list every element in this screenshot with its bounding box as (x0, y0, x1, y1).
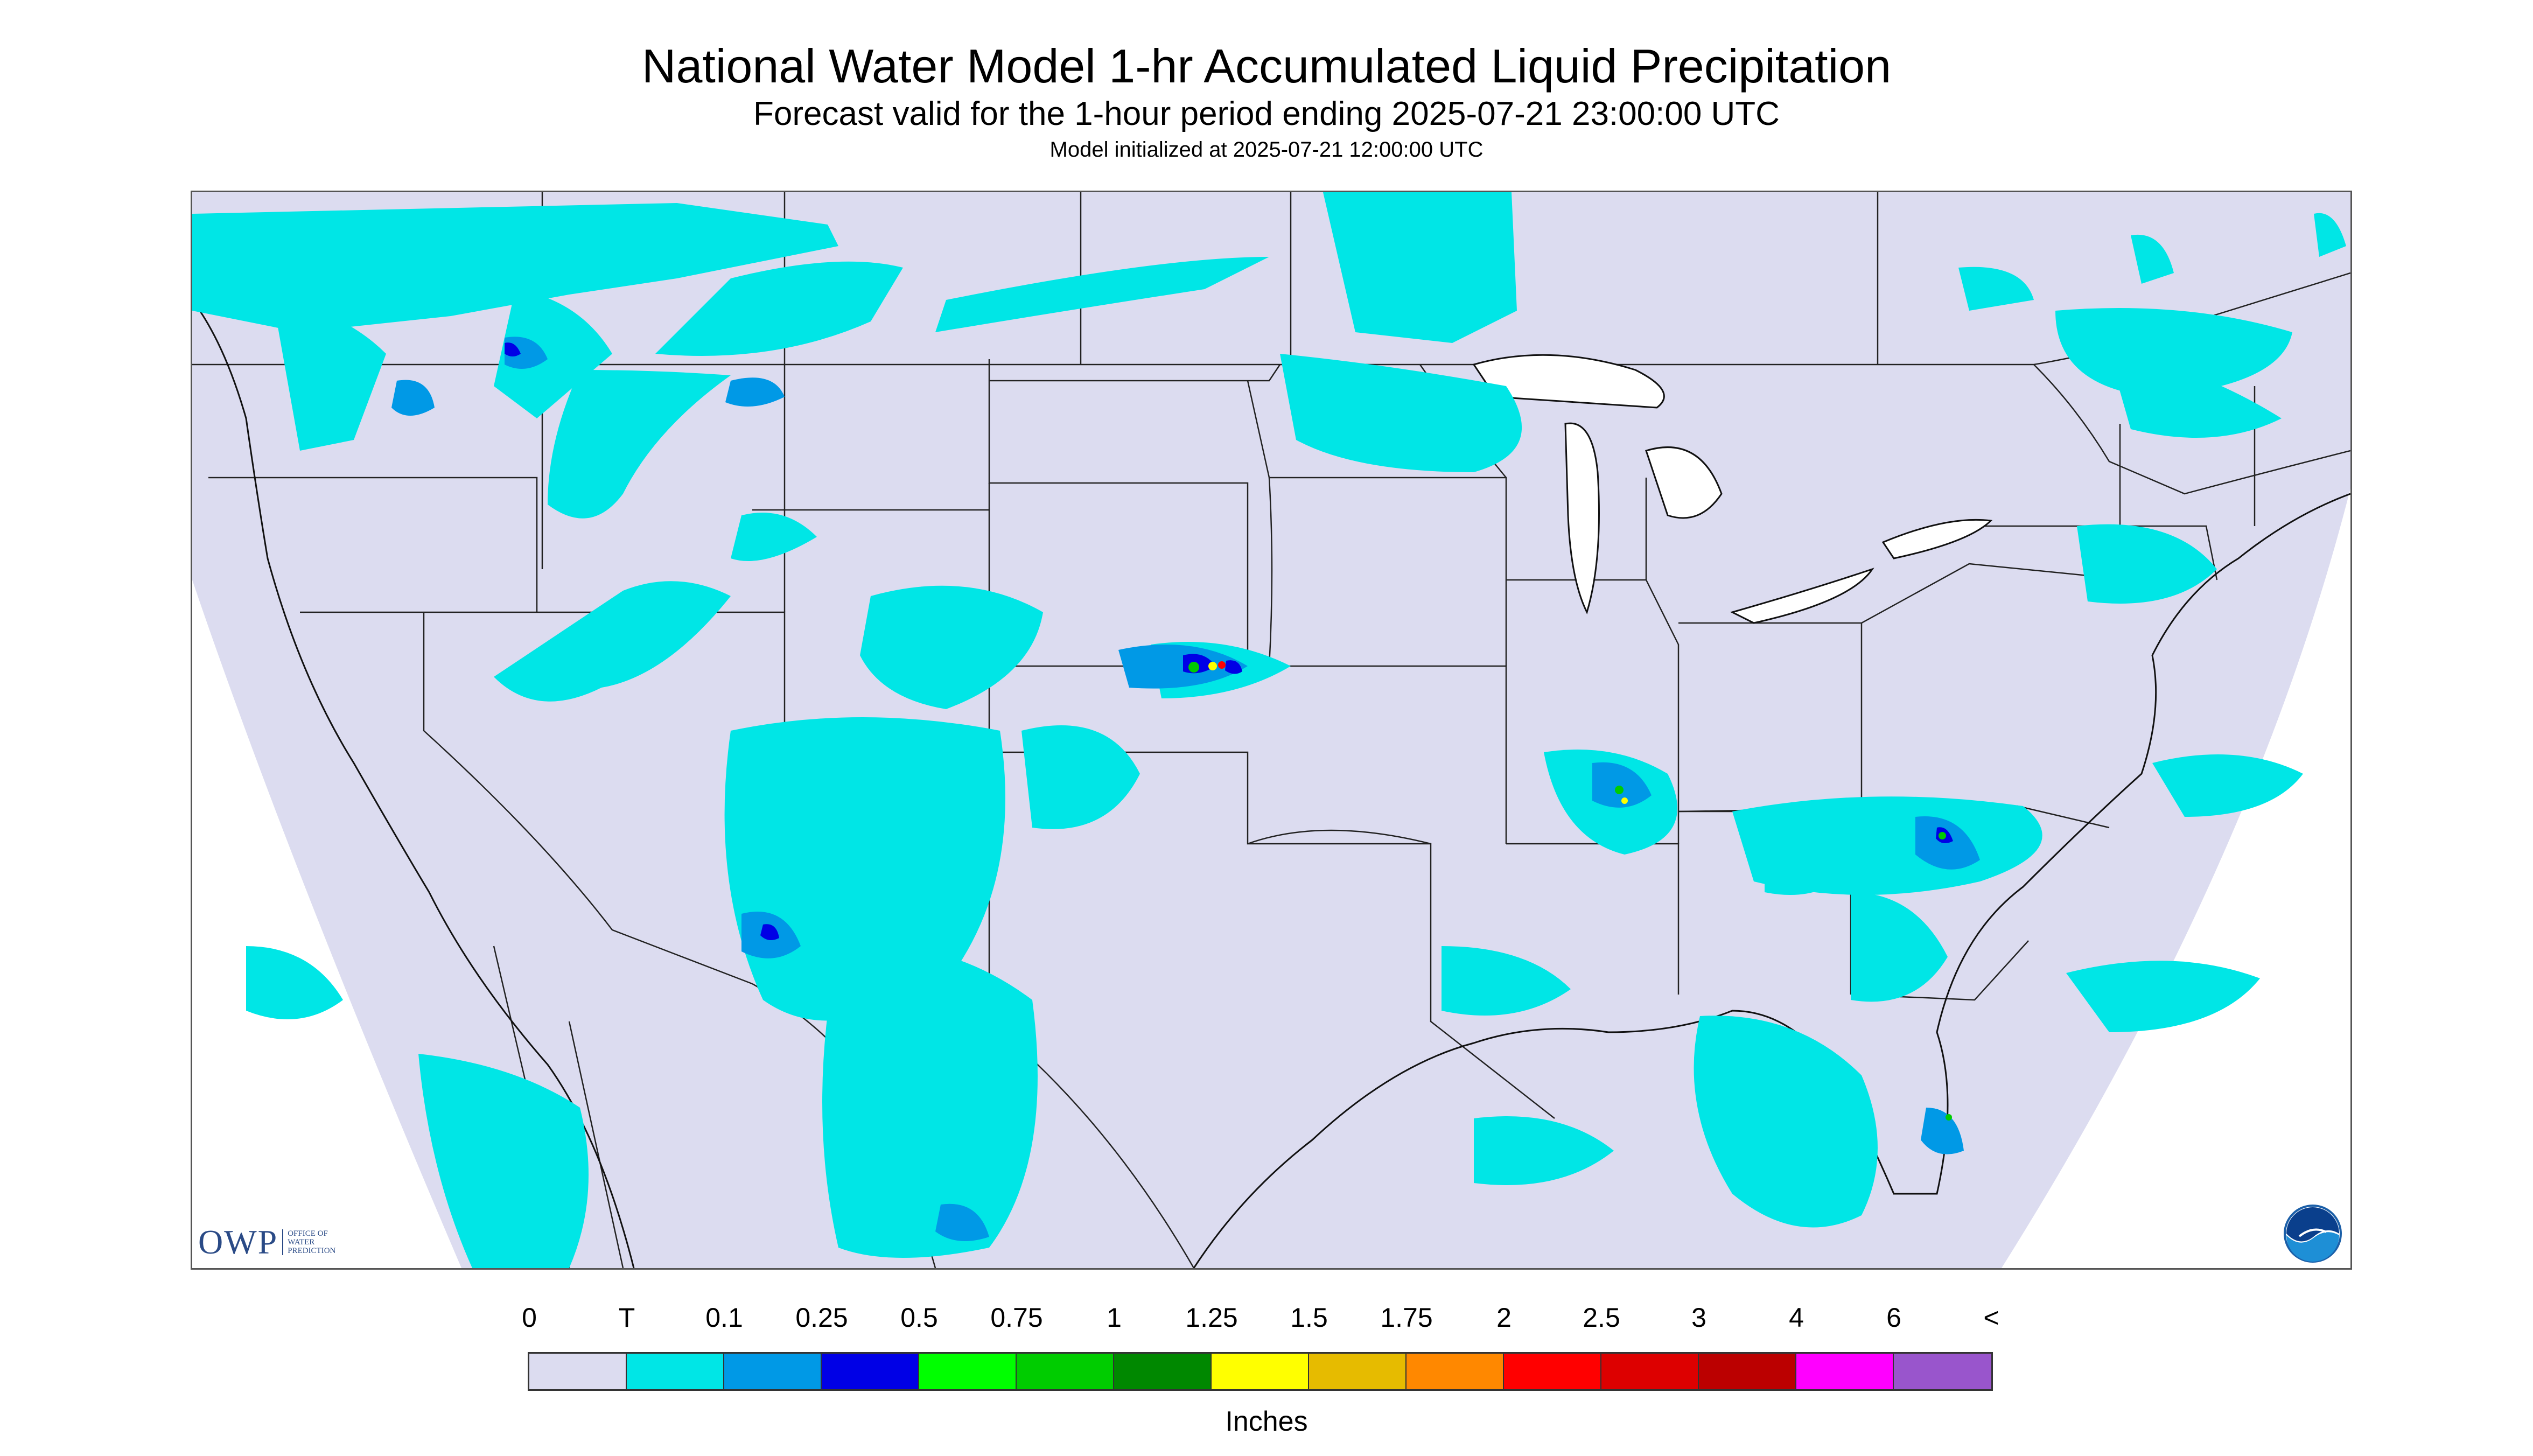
legend-swatch (1017, 1354, 1114, 1389)
legend-swatch (1212, 1354, 1309, 1389)
legend-swatch (1894, 1354, 1991, 1389)
legend-label: T (618, 1303, 635, 1333)
legend-label: 4 (1789, 1303, 1804, 1333)
legend-label: < (1983, 1303, 1999, 1333)
legend-label: 0.5 (900, 1303, 938, 1333)
legend-units: Inches (1225, 1406, 1308, 1437)
legend-label: 0.75 (990, 1303, 1043, 1333)
legend-swatch (822, 1354, 919, 1389)
legend-swatch (1699, 1354, 1796, 1389)
legend-label: 2.5 (1583, 1303, 1620, 1333)
legend-swatch (1114, 1354, 1212, 1389)
legend-labels: 0 T 0.1 0.25 0.5 0.75 1 1.25 1.5 1.75 2 2.5 3 4 6 < (522, 1302, 2014, 1340)
precip-intense-cells (1188, 661, 1952, 1121)
legend-label: 1.25 (1185, 1303, 1238, 1333)
owp-logo-text: OFFICE OF WATER PREDICTION (282, 1229, 335, 1255)
owp-logo-mark: OWP (198, 1223, 278, 1261)
coastlines (192, 299, 2350, 1268)
legend-label: 0.1 (705, 1303, 743, 1333)
legend-swatch (1601, 1354, 1699, 1389)
model-init-line: Model initialized at 2025-07-21 12:00:00… (1049, 138, 1484, 162)
legend-label: 6 (1886, 1303, 1901, 1333)
legend-swatch (724, 1354, 822, 1389)
legend-label: 3 (1691, 1303, 1706, 1333)
legend-color-bar (528, 1352, 1993, 1391)
legend-label: 1 (1107, 1303, 1122, 1333)
legend-swatch (1309, 1354, 1407, 1389)
legend-label: 0 (522, 1303, 537, 1333)
noaa-logo-icon (2284, 1205, 2342, 1263)
legend-label: 1.5 (1290, 1303, 1328, 1333)
model-domain-area (192, 192, 2350, 1268)
legend-swatch (1407, 1354, 1504, 1389)
legend-label: 0.25 (795, 1303, 848, 1333)
legend-swatch (1504, 1354, 1601, 1389)
owp-logo: OWP OFFICE OF WATER PREDICTION (198, 1222, 335, 1262)
map-subtitle: Forecast valid for the 1-hour period end… (753, 95, 1780, 132)
map-title: National Water Model 1-hr Accumulated Li… (641, 39, 1892, 93)
legend-swatch (919, 1354, 1017, 1389)
legend-swatch (627, 1354, 724, 1389)
precip-trace-areas (192, 192, 2346, 1268)
legend-swatch (529, 1354, 627, 1389)
precipitation-map (191, 191, 2352, 1270)
legend-label: 2 (1496, 1303, 1512, 1333)
great-lakes (1472, 354, 1993, 624)
legend-swatch (1796, 1354, 1894, 1389)
map-canvas (192, 192, 2350, 1268)
legend-label: 1.75 (1380, 1303, 1433, 1333)
